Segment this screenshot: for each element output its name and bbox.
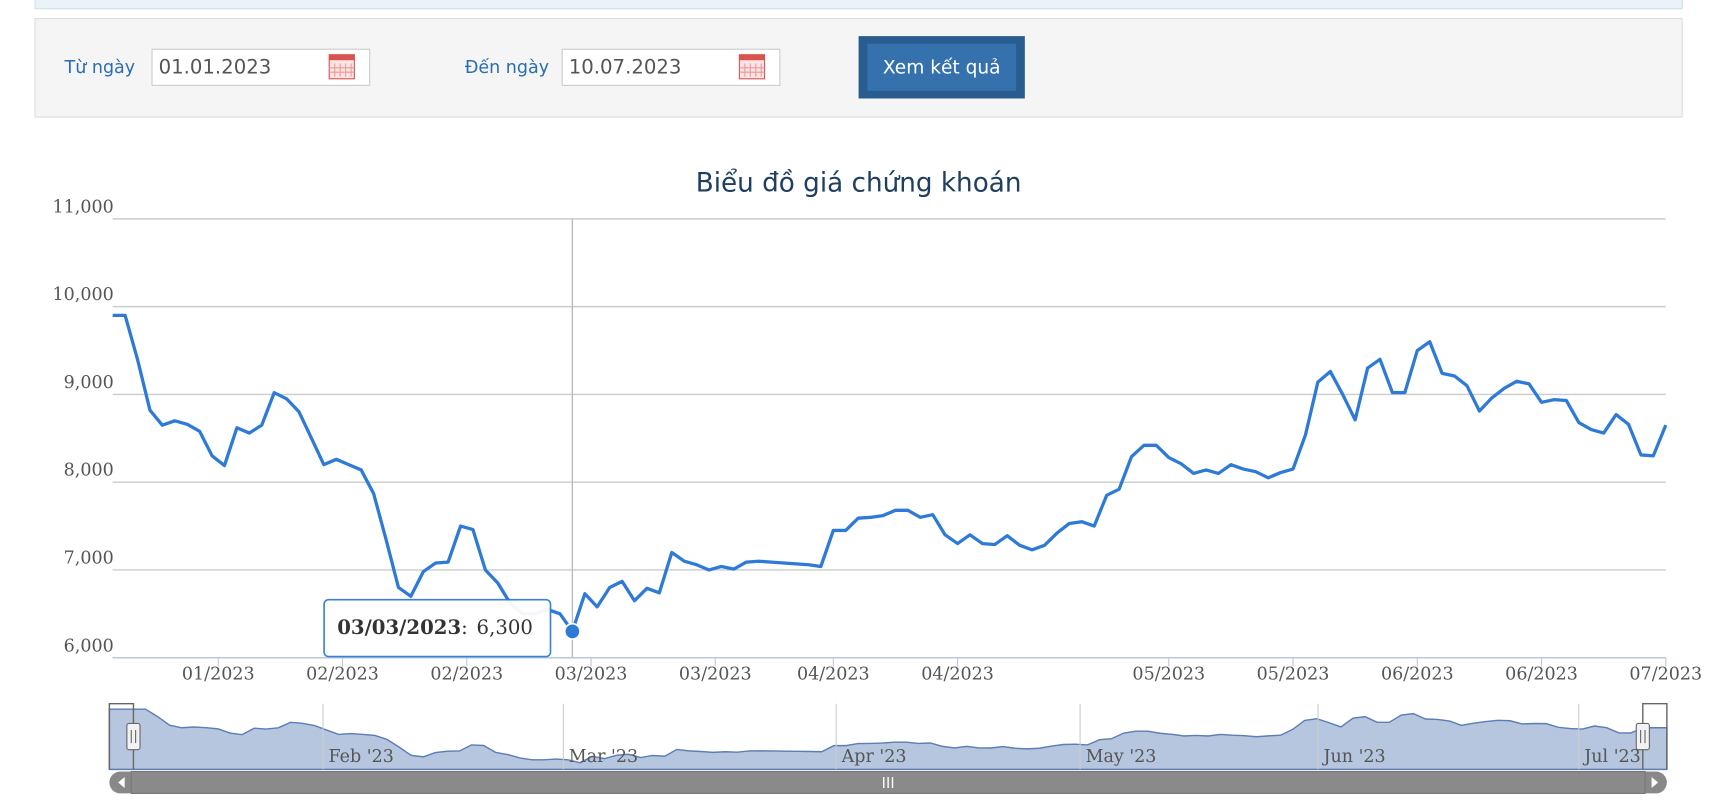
tooltip-text: 03/03/2023: 6,300	[337, 616, 533, 639]
top-strip	[34, 0, 1683, 10]
button-face	[867, 43, 1017, 91]
navigator-label: May '23	[1086, 747, 1157, 767]
calendar-icon[interactable]	[328, 54, 355, 80]
navigator-label: Apr '23	[841, 747, 907, 767]
from-label: Từ ngày	[64, 58, 136, 78]
hover-point	[563, 622, 581, 640]
x-tick-label: 01/2023	[182, 665, 255, 685]
calendar-icon[interactable]	[738, 54, 766, 80]
x-tick-label: 04/2023	[797, 665, 870, 685]
thumb-grip	[883, 777, 894, 788]
price-line	[112, 313, 1668, 633]
tooltip-value: 6,300	[477, 616, 533, 639]
navigator-area	[108, 708, 1668, 771]
x-tick-label: 03/2023	[679, 665, 752, 685]
navigator-label: Jul '23	[1582, 747, 1641, 767]
navigator-handle[interactable]	[126, 722, 141, 751]
y-tick-label: 9,000	[64, 373, 114, 393]
to-value: 10.07.2023	[569, 55, 682, 78]
chart-title: Biểu đồ giá chứng khoán	[696, 167, 1022, 198]
x-tick-label: 05/2023	[1257, 665, 1330, 685]
x-tick-label: 03/2023	[555, 665, 628, 685]
navigator-label: Feb '23	[328, 747, 393, 767]
navigator-handle[interactable]	[1635, 722, 1650, 751]
y-tick-label: 6,000	[64, 636, 114, 656]
navigator-label: Mar '23	[569, 747, 638, 767]
y-tick-label: 8,000	[64, 461, 114, 481]
x-tick-label: 05/2023	[1132, 665, 1205, 685]
y-tick-label: 11,000	[53, 197, 114, 217]
x-tick-label: 04/2023	[921, 665, 994, 685]
button-label: Xem kết quả	[883, 56, 1001, 78]
tooltip-date: 03/03/2023	[337, 616, 461, 639]
scroll-left	[118, 777, 125, 788]
y-tick-label: 10,000	[53, 285, 114, 305]
navigator-label: Jun '23	[1321, 747, 1385, 767]
from-value: 01.01.2023	[159, 55, 272, 78]
tooltip-separator: :	[461, 616, 468, 639]
x-tick-label: 02/2023	[430, 665, 503, 685]
x-tick-label: 07/2023	[1629, 665, 1702, 685]
handle-grip	[130, 729, 137, 744]
y-tick-label: 7,000	[64, 549, 114, 569]
tooltip	[323, 598, 552, 658]
handle-grip	[1640, 729, 1646, 744]
x-tick-label: 06/2023	[1505, 665, 1578, 685]
x-tick-label: 06/2023	[1381, 665, 1454, 685]
to-label: Đến ngày	[465, 57, 549, 78]
scroll-right	[1651, 777, 1659, 788]
x-tick-label: 02/2023	[306, 665, 379, 685]
